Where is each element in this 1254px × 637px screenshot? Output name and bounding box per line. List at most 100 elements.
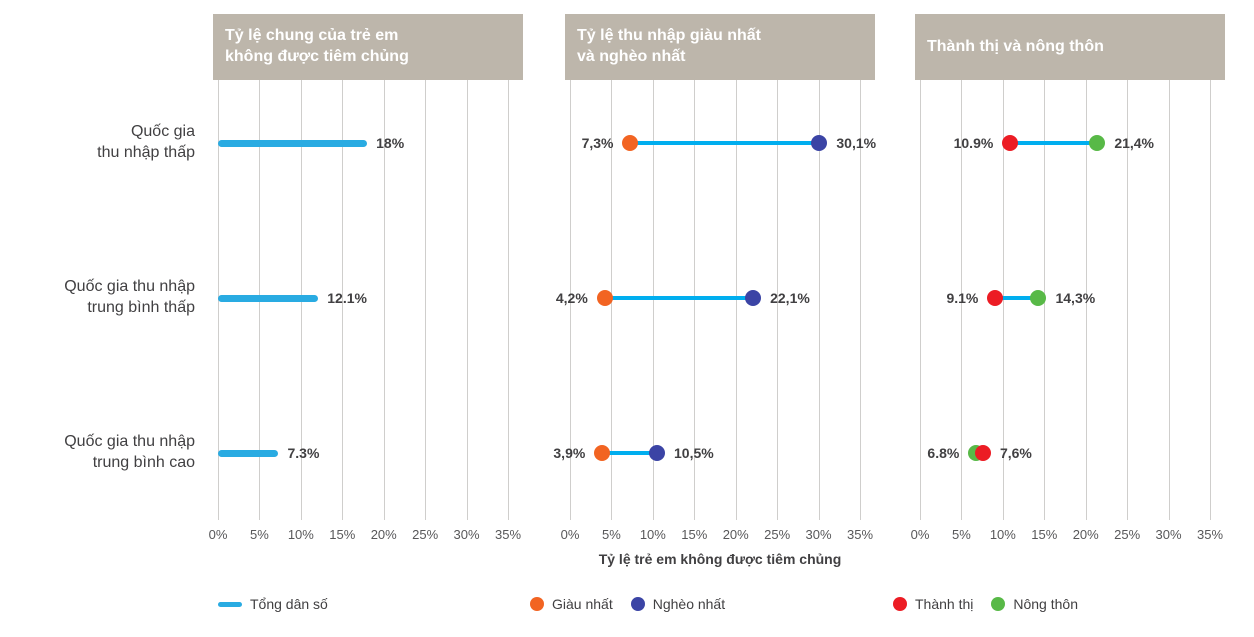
value-label: 30,1%	[836, 135, 877, 151]
value-label: 18%	[376, 135, 405, 151]
gridline	[570, 80, 571, 520]
dot-rural	[1030, 290, 1047, 306]
legend-item-rural: Nông thôn	[991, 596, 1078, 612]
x-tick-label: 15%	[1031, 527, 1058, 542]
gridline	[920, 80, 921, 520]
panel-title: Tỷ lệ thu nhập giàu nhất và nghèo nhất	[565, 14, 875, 80]
legend-label: Giàu nhất	[552, 596, 613, 612]
connector-line	[1010, 141, 1098, 145]
gridline	[1085, 80, 1087, 520]
dot-richest	[594, 445, 611, 461]
x-tick-label: 25%	[764, 527, 791, 542]
value-label: 9.1%	[946, 290, 979, 306]
x-tick-label: 25%	[1114, 527, 1141, 542]
value-label: 22,1%	[770, 290, 810, 306]
gridline	[1002, 80, 1004, 520]
x-tick-label: 10%	[287, 527, 314, 542]
row-label-upper-middle-income: Quốc gia thu nhập trung bình cao	[64, 433, 195, 471]
x-tick-label: 30%	[453, 527, 480, 542]
value-label: 10.9%	[953, 135, 994, 151]
panel-title: Tỷ lệ chung của trẻ em không được tiêm c…	[213, 14, 523, 80]
dot-poorest	[811, 135, 828, 151]
gridline	[383, 80, 385, 520]
legend-group-total: Tổng dân số	[218, 593, 328, 615]
gridline	[425, 80, 427, 520]
gridline	[818, 80, 820, 520]
connector-line	[604, 296, 754, 300]
bar-total-population	[218, 139, 368, 147]
x-axis-ticks: 0% 5% 10% 15% 20% 25% 30% 35%	[561, 520, 875, 546]
plot-area: 10.9% 21,4% 9.1% 14,3% 6.8% 7,6%	[915, 80, 1225, 520]
richest-dot-swatch	[530, 597, 544, 611]
gridline	[777, 80, 779, 520]
value-label: 4,2%	[555, 290, 588, 306]
x-tick-label: 5%	[602, 527, 621, 542]
x-tick-label: 30%	[805, 527, 832, 542]
legend-group-income: Giàu nhất Nghèo nhất	[530, 593, 725, 615]
value-label: 14,3%	[1055, 290, 1096, 306]
gridline	[860, 80, 861, 520]
connector-line	[630, 141, 820, 145]
dot-poorest	[649, 445, 665, 461]
bar-total-population	[218, 294, 319, 302]
connector-line	[995, 296, 1039, 300]
value-label: 3,9%	[553, 445, 586, 461]
connector-line	[602, 451, 657, 455]
legend-item-poorest: Nghèo nhất	[630, 596, 725, 612]
value-label: 10,5%	[674, 445, 714, 461]
panel-urban-rural: Thành thị và nông thôn 10.9% 21,4% 9.1% 14,…	[911, 14, 1225, 546]
x-tick-label: 10%	[989, 527, 1016, 542]
legend-item-richest: Giàu nhất	[530, 596, 613, 612]
legend-label: Nông thôn	[1013, 596, 1078, 612]
total-population-line-swatch	[218, 601, 242, 607]
x-tick-label: 5%	[952, 527, 971, 542]
x-axis-ticks: 0% 5% 10% 15% 20% 25% 30% 35%	[209, 520, 523, 546]
dot-urban	[1002, 135, 1019, 151]
x-tick-label: 0%	[208, 527, 228, 542]
panel-title: Thành thị và nông thôn	[915, 14, 1225, 80]
dot-poorest	[745, 290, 762, 306]
rural-dot-swatch	[991, 597, 1006, 611]
row-label-low-income: Quốc gia thu nhập thấp	[97, 123, 195, 161]
dot-rural	[1089, 135, 1106, 151]
plot-area: 18% 12.1% 7.3%	[213, 80, 523, 520]
row-label-lower-middle-income: Quốc gia thu nhập trung bình thấp	[64, 278, 195, 316]
dot-urban	[987, 290, 1004, 306]
gridline	[961, 80, 963, 520]
row-labels: Quốc gia thu nhập thấp Quốc gia thu nhập…	[0, 80, 205, 520]
value-label: 7,6%	[999, 445, 1032, 461]
x-tick-label: 35%	[846, 527, 874, 542]
panel-overall-rate: Tỷ lệ chung của trẻ em không được tiêm c…	[209, 14, 523, 546]
gridline	[1127, 80, 1129, 520]
value-label: 21,4%	[1114, 135, 1155, 151]
panel-richest-poorest: Tỷ lệ thu nhập giàu nhất và nghèo nhất 7…	[553, 14, 877, 546]
value-label: 7,3%	[581, 135, 614, 151]
gridline	[652, 80, 654, 520]
gridline	[508, 80, 509, 520]
value-label: 12.1%	[327, 290, 367, 306]
gridline	[1210, 80, 1211, 520]
urban-dot-swatch	[893, 597, 907, 611]
bar-total-population	[218, 449, 279, 457]
legend-item-urban: Thành thị	[893, 596, 973, 612]
x-tick-label: 35%	[494, 527, 522, 542]
x-tick-label: 15%	[329, 527, 356, 542]
legend-item-total-population: Tổng dân số	[218, 596, 328, 612]
x-tick-label: 5%	[250, 527, 269, 542]
dot-richest	[596, 290, 613, 306]
dot-richest	[622, 135, 639, 151]
gridline	[1168, 80, 1170, 520]
gridline	[342, 80, 344, 520]
x-tick-label: 25%	[412, 527, 439, 542]
value-label: 6.8%	[927, 445, 960, 461]
legend-group-urban-rural: Thành thị Nông thôn	[893, 593, 1078, 615]
gridline	[466, 80, 468, 520]
x-tick-label: 0%	[910, 527, 930, 542]
x-tick-label: 30%	[1155, 527, 1182, 542]
x-tick-label: 20%	[722, 527, 749, 542]
x-tick-label: 20%	[370, 527, 397, 542]
x-axis-title: Tỷ lệ trẻ em không được tiêm chủng	[598, 551, 842, 567]
gridline	[735, 80, 737, 520]
gridline	[694, 80, 696, 520]
